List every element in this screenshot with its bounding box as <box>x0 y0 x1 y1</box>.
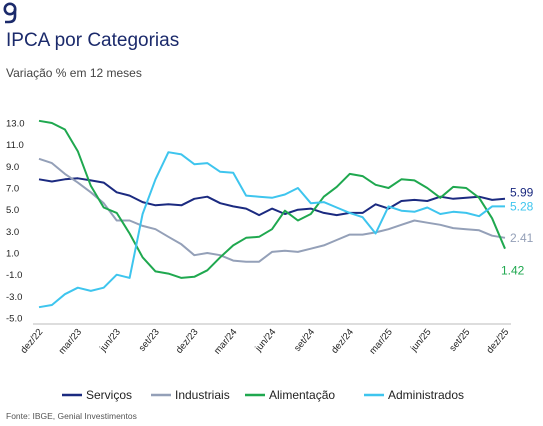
legend-label: Serviços <box>86 388 132 402</box>
genial-g-logo-icon <box>3 2 17 24</box>
x-tick-label: set/23 <box>137 327 162 354</box>
source-note: Fonte: IBGE, Genial Investimentos <box>6 411 137 421</box>
x-tick-label: dez/22 <box>19 327 46 356</box>
x-tick-label: dez/25 <box>485 327 512 356</box>
end-value-label: 1.42 <box>501 263 525 277</box>
x-tick-label: mar/24 <box>212 327 239 357</box>
legend-label: Industriais <box>175 388 230 402</box>
y-tick-label: -5.0 <box>6 314 22 325</box>
y-tick-label: -1.0 <box>6 270 22 281</box>
end-value-label: 5.28 <box>510 199 534 213</box>
y-tick-label: 9.0 <box>6 162 19 173</box>
ipca-line-chart: 13.0 11.0 9.0 7.0 5.0 3.0 1.0 -1.0 -3.0 -5.0 dez/2… <box>6 119 534 403</box>
x-tick-label: mar/25 <box>367 327 394 357</box>
end-value-label: 2.41 <box>510 231 534 245</box>
y-tick-label: 5.0 <box>6 205 19 216</box>
end-value-label: 5.99 <box>510 185 534 199</box>
y-tick-label: 11.0 <box>6 140 24 151</box>
x-tick-label: set/24 <box>292 327 317 354</box>
y-tick-label: 7.0 <box>6 184 19 195</box>
legend-label: Administrados <box>388 388 464 402</box>
page-title: IPCA por Categorias <box>6 30 180 51</box>
legend-label: Alimentação <box>269 388 335 402</box>
series-line-servicos <box>38 177 506 217</box>
chart-subtitle: Variação % em 12 meses <box>6 66 142 80</box>
x-tick-label: dez/24 <box>329 327 356 356</box>
x-tick-label: mar/23 <box>57 327 84 357</box>
x-tick-label: dez/23 <box>174 327 201 356</box>
series-line-industriais <box>38 157 506 263</box>
y-tick-label: -3.0 <box>6 292 22 303</box>
x-tick-label: set/25 <box>447 327 472 354</box>
x-tick-label: jun/23 <box>97 327 123 355</box>
series-line-administrados <box>38 151 505 309</box>
series-line-alimentacao <box>38 119 506 279</box>
y-tick-label: 1.0 <box>6 249 19 260</box>
y-tick-label: 13.0 <box>6 119 25 130</box>
y-tick-label: 3.0 <box>6 227 19 238</box>
x-tick-label: jun/25 <box>408 327 434 355</box>
x-tick-label: jun/24 <box>253 327 279 355</box>
